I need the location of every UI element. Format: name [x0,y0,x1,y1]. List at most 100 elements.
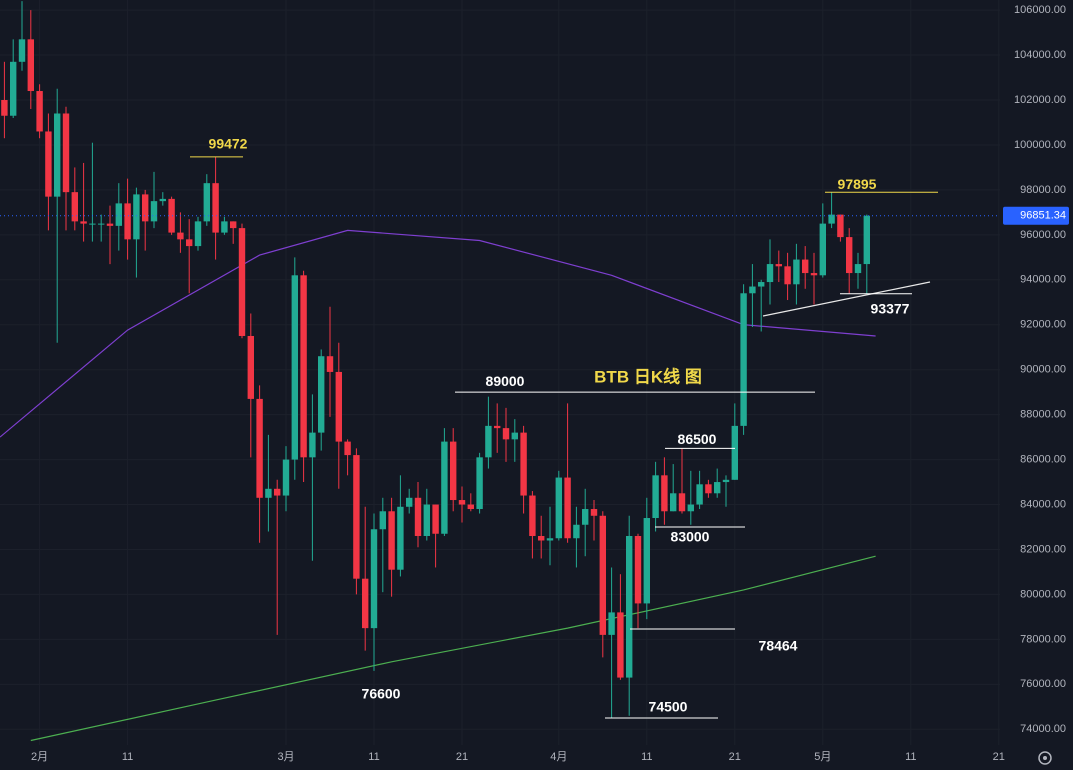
candle-body [749,286,756,294]
candle-body [529,495,536,536]
candle-body [573,524,580,539]
x-tick-label: 21 [993,751,1005,763]
candle-body [45,131,52,197]
candle-body [124,203,131,240]
candle-body [326,356,334,372]
candle-body [494,425,501,429]
candle-body [608,612,615,635]
candle-body [705,484,712,494]
y-tick-label: 74000.00 [1020,723,1066,735]
level-label: 83000 [671,529,710,545]
candle-body [80,221,87,224]
candle-body [282,459,290,496]
candle-body [661,475,668,512]
candle-body [828,214,835,224]
candle-body [36,91,43,132]
candle-body [274,488,281,496]
candle-body [159,198,166,202]
candle-body [520,432,527,496]
candle-body [397,506,404,570]
candle-body [450,441,457,501]
candle-body [854,264,862,274]
level-label: 74500 [649,699,688,715]
candle-body [256,398,263,498]
candle-body [784,266,791,285]
y-tick-label: 80000.00 [1020,588,1066,600]
level-label: 78464 [759,638,798,654]
x-tick-label: 5月 [814,751,831,763]
candle-body [203,183,210,222]
candle-body [766,264,774,283]
candle-body [142,194,149,222]
candle-body [555,477,562,539]
y-tick-label: 86000.00 [1020,453,1066,465]
candle-body [379,511,386,530]
low-label: 76600 [362,686,401,702]
candle-body [652,475,659,519]
y-tick-label: 84000.00 [1020,498,1066,510]
candle-body [27,39,34,92]
candle-body [230,221,237,229]
candle-body [309,432,316,458]
candle-body [406,497,413,507]
candle-body [115,203,122,226]
y-tick-label: 100000.00 [1014,139,1066,151]
candle-body [634,535,642,604]
candle-body [247,335,254,399]
candle-body [186,239,193,247]
candle-body [150,201,158,222]
y-tick-label: 102000.00 [1014,94,1066,106]
candle-body [740,293,747,426]
level-label: 89000 [486,373,525,389]
candle-body [476,457,483,510]
candle-body [837,214,844,238]
moving-average-line [0,229,876,438]
settings-icon[interactable] [1038,751,1052,765]
candle-body [318,356,325,433]
candle-body [626,535,633,678]
candle-body [177,232,184,240]
candle-body [467,504,474,510]
candle-body [775,264,782,267]
candle-body [98,223,105,225]
level-label: 93377 [871,301,910,317]
y-tick-label: 98000.00 [1020,184,1066,196]
candle-body [731,425,738,480]
y-tick-label: 90000.00 [1020,364,1066,376]
candle-body [546,538,554,541]
y-tick-label: 78000.00 [1020,633,1066,645]
candle-body [344,441,351,456]
x-tick-label: 2月 [31,751,48,763]
candle-body [564,477,571,539]
candle-body [291,275,298,460]
candle-body [106,223,114,226]
y-tick-label: 104000.00 [1014,49,1066,61]
candle-body [388,511,395,570]
level-label: 86500 [678,431,717,447]
candle-body [300,275,307,458]
candle-body [10,61,17,116]
candle-body [582,509,589,525]
candle-body [670,493,677,512]
last-price-label: 96851.34 [1020,210,1066,222]
plot-area [0,1,876,742]
x-tick-label: 11 [368,751,379,763]
x-tick-label: 11 [905,751,916,763]
candle-body [687,504,694,512]
x-tick-label: 21 [729,751,741,763]
trend-line [762,281,931,317]
candle-body [432,504,439,534]
candle-body [265,488,272,498]
y-tick-label: 82000.00 [1020,543,1066,555]
candle-body [370,529,378,629]
candle-body [441,441,448,534]
y-tick-label: 92000.00 [1020,319,1066,331]
y-tick-label: 106000.00 [1014,4,1066,16]
candle-body [194,221,202,247]
candle-body [617,612,624,678]
candle-body [722,479,730,483]
candle-body [89,223,96,225]
x-tick-label: 11 [122,751,133,763]
